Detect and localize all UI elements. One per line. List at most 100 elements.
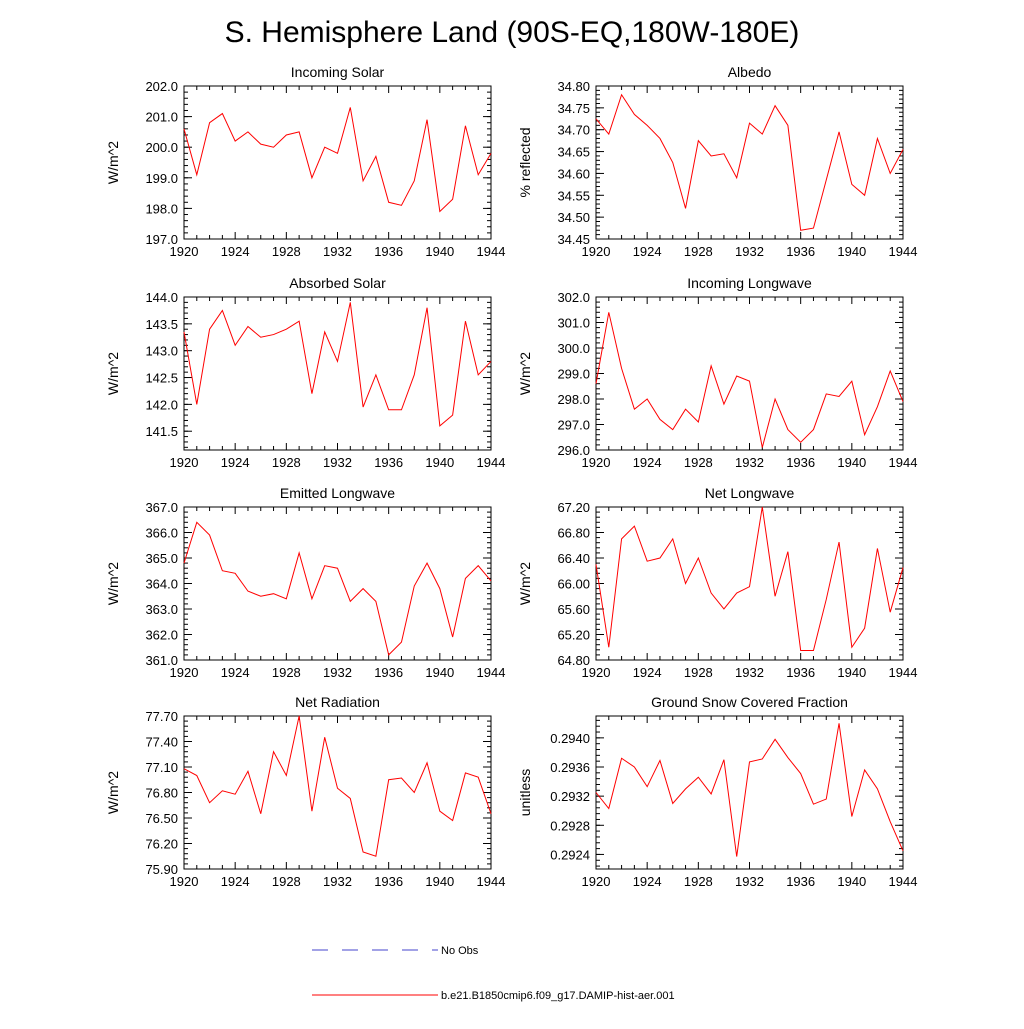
chart-title: Albedo [728,64,772,80]
x-tick-label: 1936 [786,665,815,680]
x-tick-label: 1944 [889,665,918,680]
x-tick-label: 1920 [170,665,199,680]
x-tick-label: 1944 [477,874,506,889]
y-tick-label: 66.80 [557,526,590,541]
page-title: S. Hemisphere Land (90S-EQ,180W-180E) [225,16,800,49]
chart-title: Net Radiation [295,694,380,710]
panel-grid: Incoming Solar W/m^2 1920 1924 1928 1932 1936 1… [105,64,917,889]
x-tick-label: 1920 [170,244,199,259]
y-tick-label: 75.90 [145,862,178,877]
x-tick-label: 1928 [272,874,301,889]
y-tick-label: 142.0 [145,397,178,412]
x-tick-label: 1928 [272,665,301,680]
y-axis-label: W/m^2 [105,352,121,395]
y-axis-label: W/m^2 [517,562,533,605]
x-tick-label: 1936 [786,874,815,889]
chart-panel: Emitted Longwave W/m^2 1920 1924 1928 1932 193… [105,485,505,680]
y-tick-label: 198.0 [145,201,178,216]
x-tick-label: 1924 [633,665,662,680]
y-tick-label: 143.0 [145,344,178,359]
x-tick-label: 1932 [735,455,764,470]
y-tick-label: 141.5 [145,424,178,439]
x-tick-label: 1936 [786,244,815,259]
y-tick-label: 77.10 [145,760,178,775]
y-tick-label: 202.0 [145,79,178,94]
x-tick-label: 1928 [272,455,301,470]
chart-panel: Ground Snow Covered Fraction unitless 1920… [517,694,917,889]
x-tick-label: 1944 [477,665,506,680]
x-tick-label: 1940 [837,455,866,470]
y-tick-label: 0.2940 [550,731,590,746]
y-tick-label: 0.2936 [550,760,590,775]
x-tick-label: 1928 [684,244,713,259]
x-tick-label: 1932 [323,455,352,470]
x-tick-label: 1944 [889,455,918,470]
y-axis-label: W/m^2 [517,352,533,395]
y-tick-label: 76.20 [145,837,178,852]
y-axis-label: W/m^2 [105,771,121,814]
y-tick-label: 298.0 [557,392,590,407]
plot-frame [595,506,904,661]
plot-frame [183,85,492,240]
chart-panel: Net Longwave W/m^2 1920 1924 1928 1932 1936 194… [517,485,917,680]
y-tick-label: 197.0 [145,232,178,247]
y-tick-label: 363.0 [145,602,178,617]
chart-panel: Net Radiation W/m^2 1920 1924 1928 1932 1936 19… [105,694,505,889]
series-line [183,715,492,857]
y-tick-label: 0.2932 [550,789,590,804]
y-tick-label: 142.5 [145,371,178,386]
x-tick-label: 1924 [633,874,662,889]
x-tick-label: 1940 [425,874,454,889]
y-tick-label: 76.50 [145,811,178,826]
y-tick-label: 199.0 [145,171,178,186]
y-axis-label: % reflected [517,127,533,197]
x-tick-label: 1928 [272,244,301,259]
x-tick-label: 1936 [374,874,403,889]
x-tick-label: 1936 [786,455,815,470]
series-line [595,723,904,857]
x-tick-label: 1924 [633,244,662,259]
x-tick-label: 1940 [837,665,866,680]
x-tick-label: 1920 [582,665,611,680]
y-tick-label: 299.0 [557,367,590,382]
y-axis-label: W/m^2 [105,562,121,605]
series-line [595,312,904,448]
x-tick-label: 1936 [374,244,403,259]
y-tick-label: 0.2928 [550,818,590,833]
y-tick-label: 200.0 [145,140,178,155]
x-tick-label: 1944 [477,244,506,259]
x-tick-label: 1940 [425,244,454,259]
y-tick-label: 366.0 [145,526,178,541]
x-tick-label: 1940 [425,665,454,680]
y-tick-label: 144.0 [145,290,178,305]
x-tick-label: 1936 [374,455,403,470]
x-tick-label: 1924 [221,455,250,470]
x-tick-label: 1920 [582,244,611,259]
x-tick-label: 1932 [323,244,352,259]
y-tick-label: 34.50 [557,210,590,225]
x-tick-label: 1944 [477,455,506,470]
y-tick-label: 300.0 [557,341,590,356]
y-tick-label: 64.80 [557,653,590,668]
legend-model-label: b.e21.B1850cmip6.f09_g17.DAMIP-hist-aer.… [441,990,675,1002]
x-tick-label: 1936 [374,665,403,680]
y-tick-label: 76.80 [145,786,178,801]
x-tick-label: 1924 [221,874,250,889]
y-tick-label: 34.70 [557,123,590,138]
x-tick-label: 1932 [735,244,764,259]
y-tick-label: 34.75 [557,101,590,116]
chart-title: Net Longwave [705,485,795,501]
plot-frame [595,296,904,451]
chart-panel: Incoming Solar W/m^2 1920 1924 1928 1932 1936 1… [105,64,505,259]
x-tick-label: 1932 [323,665,352,680]
series-line [183,521,492,656]
y-tick-label: 365.0 [145,551,178,566]
series-line [595,93,904,231]
x-tick-label: 1920 [170,874,199,889]
y-tick-label: 77.70 [145,709,178,724]
y-tick-label: 201.0 [145,110,178,125]
y-tick-label: 297.0 [557,418,590,433]
x-tick-label: 1920 [582,874,611,889]
y-tick-label: 34.65 [557,145,590,160]
chart-panel: Albedo % reflected 1920 1924 1928 1932 1936 194… [517,64,917,259]
